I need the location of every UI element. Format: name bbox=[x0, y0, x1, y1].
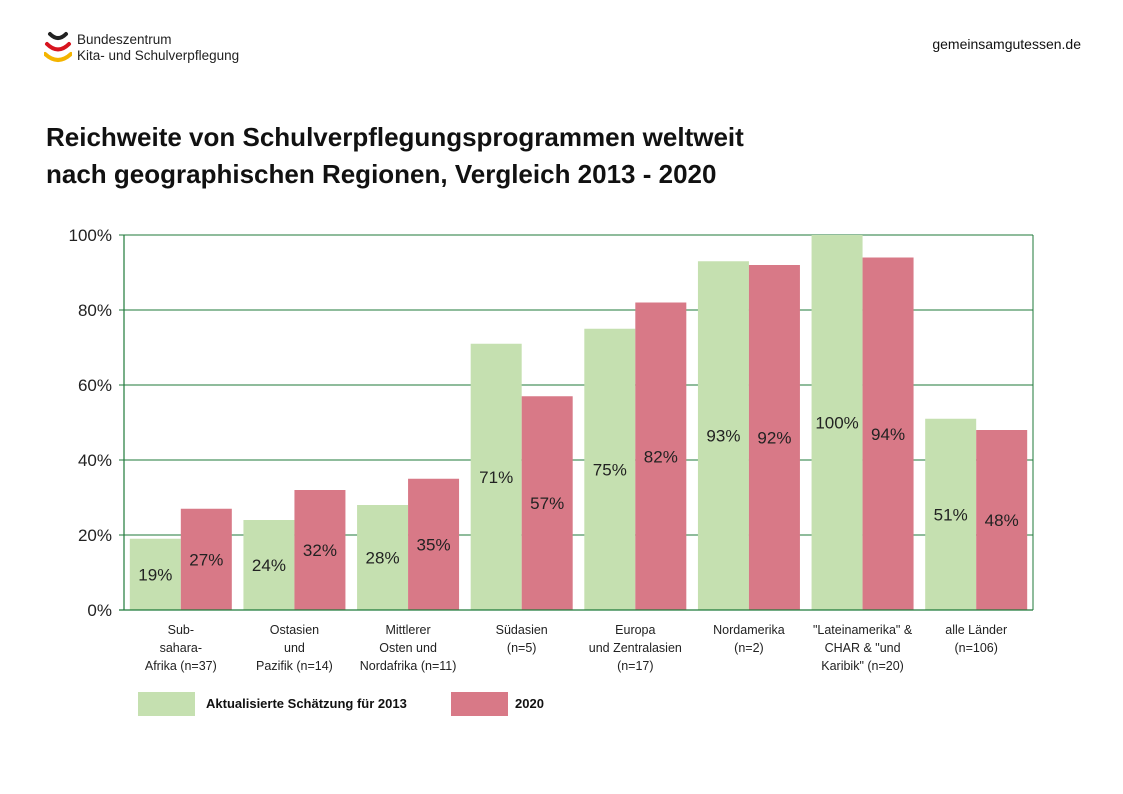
x-tick-label: und Zentralasien bbox=[589, 641, 682, 655]
x-tick-label: "Lateinamerika" & bbox=[813, 623, 913, 637]
bar-2013 bbox=[584, 328, 636, 610]
x-tick-label: Ostasien bbox=[270, 623, 319, 637]
bar-2020 bbox=[976, 430, 1028, 610]
bar-layer bbox=[129, 235, 1028, 610]
data-label: 24% bbox=[252, 556, 286, 575]
data-label: 27% bbox=[189, 550, 223, 569]
data-label: 71% bbox=[479, 468, 513, 487]
data-label: 92% bbox=[757, 429, 791, 448]
x-tick-label: Südasien bbox=[496, 623, 548, 637]
legend-label-2013: Aktualisierte Schätzung für 2013 bbox=[206, 696, 407, 711]
website-link[interactable]: gemeinsamgutessen.de bbox=[932, 36, 1081, 52]
logo-mark-icon bbox=[44, 32, 72, 62]
bar-2020 bbox=[180, 508, 232, 610]
x-tick-label: (n=17) bbox=[617, 659, 653, 673]
chart-title-line-1: Reichweite von Schulverpflegungsprogramm… bbox=[46, 122, 744, 152]
logo-line-1: Bundeszentrum bbox=[77, 32, 172, 47]
data-label: 82% bbox=[644, 447, 678, 466]
x-tick-label: (n=5) bbox=[507, 641, 537, 655]
data-label: 28% bbox=[366, 549, 400, 568]
x-tick-label: (n=2) bbox=[734, 641, 764, 655]
bzfe-logo: Bundeszentrum Kita- und Schulverpflegung bbox=[44, 30, 244, 70]
bar-2013 bbox=[811, 235, 863, 610]
data-label: 75% bbox=[593, 460, 627, 479]
bar-2013 bbox=[470, 343, 522, 610]
x-tick-label: Sub- bbox=[168, 623, 194, 637]
logo-red-arc bbox=[45, 42, 71, 52]
x-tick-label: Europa bbox=[615, 623, 655, 637]
x-tick-label: Mittlerer bbox=[385, 623, 430, 637]
data-label: 100% bbox=[815, 414, 858, 433]
y-tick-label: 60% bbox=[78, 376, 112, 395]
x-tick-label: Osten und bbox=[379, 641, 437, 655]
logo-yellow-arc bbox=[44, 52, 72, 62]
legend-swatch-2013 bbox=[138, 692, 195, 716]
axis-layer bbox=[119, 234, 1034, 611]
bar-2013 bbox=[697, 261, 749, 610]
logo-line-2: Kita- und Schulverpflegung bbox=[77, 48, 240, 63]
chart-title-line-2: nach geographischen Regionen, Vergleich … bbox=[46, 159, 717, 189]
y-tick-label: 80% bbox=[78, 301, 112, 320]
x-tick-label: (n=106) bbox=[954, 641, 997, 655]
logo-text: Bundeszentrum Kita- und Schulverpflegung bbox=[77, 32, 239, 64]
x-tick-label: alle Länder bbox=[945, 623, 1007, 637]
legend-label-2020: 2020 bbox=[515, 696, 544, 711]
data-label: 48% bbox=[985, 511, 1019, 530]
bar-2020 bbox=[862, 257, 914, 610]
x-tick-label: Pazifik (n=14) bbox=[256, 659, 333, 673]
x-tick-label: Nordamerika bbox=[713, 623, 785, 637]
data-label: 94% bbox=[871, 425, 905, 444]
y-tick-label: 40% bbox=[78, 451, 112, 470]
x-tick-label: Karibik" (n=20) bbox=[821, 659, 904, 673]
legend: Aktualisierte Schätzung für 2013 2020 bbox=[138, 692, 638, 718]
x-tick-label: sahara- bbox=[160, 641, 202, 655]
logo-black-arc bbox=[48, 32, 68, 40]
y-tick-label: 20% bbox=[78, 526, 112, 545]
y-tick-label: 0% bbox=[87, 601, 112, 620]
bar-2013 bbox=[129, 538, 181, 610]
x-tick-label: Afrika (n=37) bbox=[145, 659, 217, 673]
x-tick-label: CHAR & "und bbox=[825, 641, 901, 655]
data-label: 19% bbox=[138, 565, 172, 584]
y-tick-label: 100% bbox=[69, 226, 112, 245]
label-layer: 0% 20% 40% 60% 80% 100% 19% 27% Sub-sahara- Afrik… bbox=[69, 226, 1019, 673]
bar-2013 bbox=[357, 505, 409, 610]
bar-2013 bbox=[925, 418, 977, 610]
bar-2020 bbox=[294, 490, 346, 610]
data-label: 93% bbox=[706, 427, 740, 446]
bar-2020 bbox=[521, 396, 573, 610]
x-tick-label: Nordafrika (n=11) bbox=[360, 659, 457, 673]
data-label: 35% bbox=[417, 535, 451, 554]
data-label: 32% bbox=[303, 541, 337, 560]
legend-swatch-2020 bbox=[451, 692, 508, 716]
x-tick-label: und bbox=[284, 641, 305, 655]
bar-2020 bbox=[748, 265, 800, 610]
data-label: 51% bbox=[934, 505, 968, 524]
bar-2020 bbox=[635, 302, 687, 610]
chart-title: Reichweite von Schulverpflegungsprogramm… bbox=[46, 119, 946, 193]
bar-2013 bbox=[243, 520, 295, 610]
bar-2020 bbox=[408, 478, 460, 610]
data-label: 57% bbox=[530, 494, 564, 513]
